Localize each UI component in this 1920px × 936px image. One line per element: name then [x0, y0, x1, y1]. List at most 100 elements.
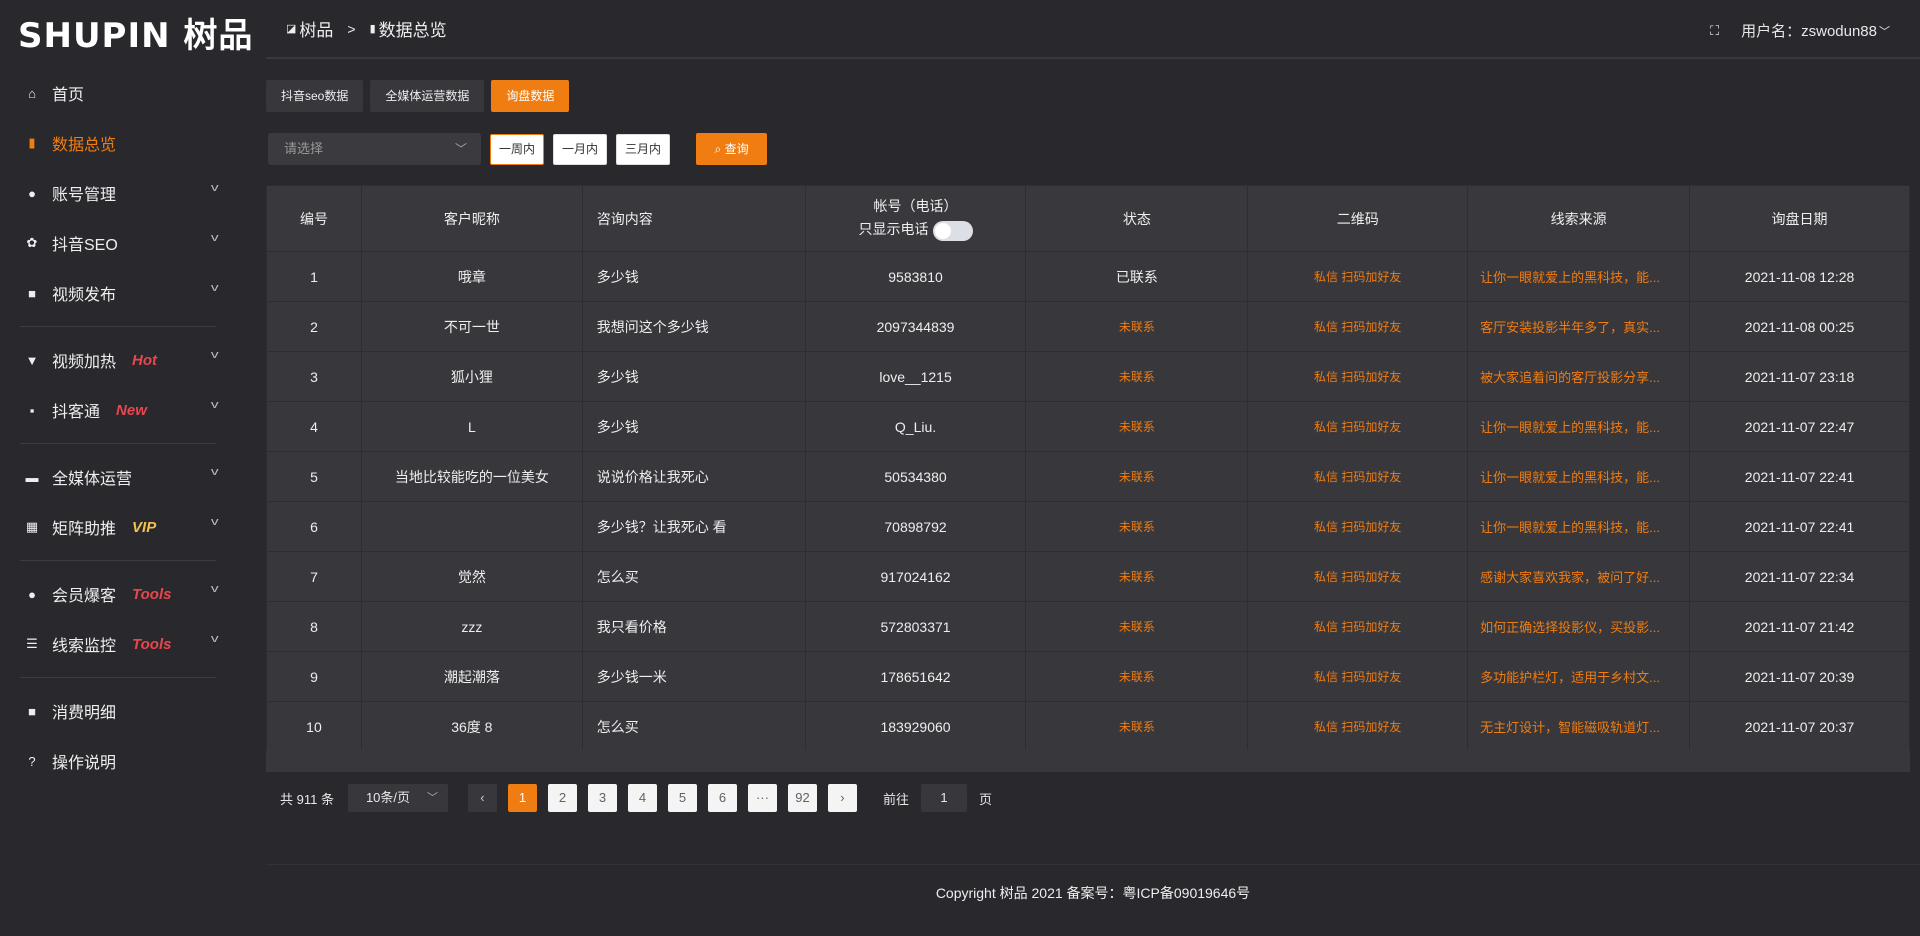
cell-status: 未联系	[1025, 551, 1249, 602]
cell-status: 未联系	[1025, 601, 1249, 652]
sidebar-badge: Tools	[132, 635, 172, 653]
cell-qrcode[interactable]: 私信 扫码加好友	[1247, 401, 1469, 452]
page-size-select[interactable]: 10条/页 ﹀	[347, 784, 448, 812]
chevron-down-icon: v	[210, 633, 219, 645]
chevron-down-icon: ﹀	[454, 142, 467, 156]
sidebar-item-11[interactable]: ■ 消费明细	[0, 686, 266, 736]
cell-source[interactable]: 让你一眼就爱上的黑科技，能...	[1467, 501, 1691, 552]
sidebar-item-7[interactable]: ▬ 全媒体运营 v	[0, 452, 266, 502]
cell-content: 多少钱	[581, 251, 806, 302]
cell-source[interactable]: 让你一眼就爱上的黑科技，能...	[1467, 451, 1691, 502]
cell-id: 3	[266, 351, 362, 402]
cell-id: 8	[266, 601, 362, 652]
range-3month-button[interactable]: 三月内	[616, 133, 671, 165]
cell-source[interactable]: 客厅安装投影半年多了，真实...	[1467, 301, 1691, 352]
cell-qrcode[interactable]: 私信 扫码加好友	[1247, 351, 1469, 402]
help-icon: ?	[28, 753, 36, 769]
sidebar-item-label: 抖音SEO	[52, 237, 118, 254]
sidebar-item-5[interactable]: ▼ 视频加热 Hot v	[0, 335, 266, 385]
page-button[interactable]: 92	[787, 784, 817, 812]
footer-divider	[266, 864, 1920, 865]
breadcrumb-root[interactable]: 树品	[299, 21, 334, 40]
range-month-button[interactable]: 一月内	[553, 133, 608, 165]
table-row: 6 多少钱？让我死心 看 70898792 未联系 私信 扫码加好友 让你一眼就爱上的黑科…	[266, 501, 1910, 552]
sidebar-item-6[interactable]: ▪ 抖客通 New v	[0, 385, 266, 435]
sidebar-item-label: 消费明细	[52, 705, 117, 722]
home-square-icon: ◪	[286, 23, 297, 35]
cell-qrcode[interactable]: 私信 扫码加好友	[1247, 601, 1469, 652]
cell-qrcode[interactable]: 私信 扫码加好友	[1247, 301, 1469, 352]
page-button[interactable]: 6	[707, 784, 737, 812]
cell-date: 2021-11-07 22:41	[1689, 501, 1910, 552]
col-account-title: 帐号（电话）	[873, 198, 958, 215]
filters: 请选择 ﹀ 一周内 一月内 三月内 ⌕ 查询	[268, 133, 768, 165]
page-button[interactable]: 1	[507, 784, 537, 812]
cell-status: 未联系	[1025, 451, 1249, 502]
tab-inquiry[interactable]: 询盘数据	[491, 80, 570, 112]
sidebar-item-4[interactable]: ■ 视频发布 v	[0, 268, 266, 318]
col-account: 帐号（电话） 只显示电话	[804, 185, 1027, 252]
cell-source[interactable]: 让你一眼就爱上的黑科技，能...	[1467, 251, 1691, 302]
cell-status: 未联系	[1025, 301, 1249, 352]
cell-qrcode[interactable]: 私信 扫码加好友	[1247, 251, 1469, 302]
sidebar-item-1[interactable]: ▮ 数据总览	[0, 118, 266, 168]
phone-only-label: 只显示电话	[858, 221, 929, 238]
sidebar-item-12[interactable]: ? 操作说明	[0, 736, 266, 786]
cell-source[interactable]: 让你一眼就爱上的黑科技，能...	[1467, 401, 1691, 452]
cell-account: 70898792	[804, 501, 1027, 552]
cell-qrcode[interactable]: 私信 扫码加好友	[1247, 701, 1469, 752]
page-button[interactable]: 3	[587, 784, 617, 812]
cell-content: 我只看价格	[581, 601, 806, 652]
member-icon: ●	[28, 586, 36, 602]
phone-only-toggle[interactable]	[932, 220, 973, 241]
chevron-down-icon: v	[210, 583, 219, 595]
chevron-down-icon[interactable]: ﹀	[1879, 25, 1890, 38]
page-button[interactable]: 4	[627, 784, 657, 812]
cell-account: 178651642	[804, 651, 1027, 702]
user-icon: ●	[28, 185, 36, 201]
cell-qrcode[interactable]: 私信 扫码加好友	[1247, 501, 1469, 552]
query-button[interactable]: ⌕ 查询	[696, 133, 768, 165]
cell-qrcode[interactable]: 私信 扫码加好友	[1247, 651, 1469, 702]
cell-qrcode[interactable]: 私信 扫码加好友	[1247, 551, 1469, 602]
col-source: 线索来源	[1467, 185, 1691, 252]
cell-qrcode[interactable]: 私信 扫码加好友	[1247, 451, 1469, 502]
range-week-button[interactable]: 一周内	[490, 133, 545, 165]
next-page-button[interactable]: ›	[827, 784, 857, 812]
cell-source[interactable]: 被大家追着问的客厅投影分享...	[1467, 351, 1691, 402]
sidebar-item-9[interactable]: ● 会员爆客 Tools v	[0, 569, 266, 619]
col-id: 编号	[266, 185, 362, 252]
cell-nickname: 狐小狸	[360, 351, 583, 402]
sidebar-item-8[interactable]: ▦ 矩阵助推 VIP v	[0, 502, 266, 552]
cell-source[interactable]: 多功能护栏灯，适用于乡村文...	[1467, 651, 1691, 702]
table-header-row: 编号 客户昵称 咨询内容 帐号（电话） 只显示电话 状态 二维码 线索来源 询盘…	[266, 185, 1910, 252]
cell-content: 怎么买	[581, 551, 806, 602]
page-button[interactable]: 2	[547, 784, 577, 812]
cell-source[interactable]: 如何正确选择投影仪，买投影...	[1467, 601, 1691, 652]
total-count: 共 911 条	[280, 791, 334, 807]
chat-icon: ▪	[29, 402, 35, 418]
page-button[interactable]: 5	[667, 784, 697, 812]
cell-source[interactable]: 无主灯设计，智能磁吸轨道灯...	[1467, 701, 1691, 752]
goto-page-input[interactable]: 1	[920, 784, 967, 812]
prev-page-button[interactable]: ‹	[467, 784, 497, 812]
sidebar-item-3[interactable]: ✿ 抖音SEO v	[0, 218, 266, 268]
tab-douyin-seo[interactable]: 抖音seo数据	[266, 80, 364, 112]
logo[interactable]: SHUPIN 树品	[18, 15, 254, 56]
cell-nickname: zzz	[360, 601, 583, 652]
sidebar-item-10[interactable]: ☰ 线索监控 Tools v	[0, 619, 266, 669]
header: ◪ 树品 > ▮ 数据总览 ⛶ 用户名：zswodun88 ﹀	[266, 0, 1920, 59]
tab-all-media[interactable]: 全媒体运营数据	[370, 80, 485, 112]
sidebar-divider	[20, 326, 216, 327]
col-nickname: 客户昵称	[360, 185, 583, 252]
fullscreen-icon[interactable]: ⛶	[1710, 22, 1720, 38]
cell-nickname: 哦章	[360, 251, 583, 302]
table-row: 7 觉然 怎么买 917024162 未联系 私信 扫码加好友 感谢大家喜欢我家，被问了好.…	[266, 551, 1910, 602]
sidebar-item-2[interactable]: ● 账号管理 v	[0, 168, 266, 218]
sliders-icon: ☰	[26, 636, 38, 651]
user-menu[interactable]: 用户名：zswodun88	[1741, 23, 1877, 40]
page-button[interactable]: ···	[747, 784, 777, 812]
source-select[interactable]: 请选择 ﹀	[268, 133, 481, 165]
cell-source[interactable]: 感谢大家喜欢我家，被问了好...	[1467, 551, 1691, 602]
sidebar-item-0[interactable]: ⌂ 首页	[0, 68, 266, 118]
